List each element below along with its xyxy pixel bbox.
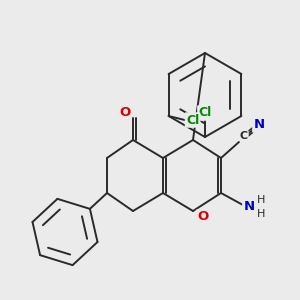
Text: Cl: Cl <box>198 106 212 119</box>
Text: N: N <box>254 118 265 131</box>
Text: C: C <box>240 131 248 141</box>
Text: O: O <box>197 211 208 224</box>
Text: O: O <box>119 106 130 118</box>
Text: N: N <box>243 200 255 214</box>
Text: H: H <box>257 195 266 205</box>
Text: Cl: Cl <box>186 113 199 127</box>
Text: H: H <box>257 209 266 219</box>
